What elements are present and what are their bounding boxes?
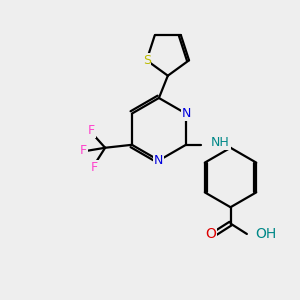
Text: O: O (205, 227, 216, 241)
Text: N: N (181, 107, 190, 120)
Text: F: F (88, 124, 95, 137)
Text: OH: OH (255, 227, 276, 241)
Text: F: F (91, 160, 98, 174)
Text: N: N (154, 154, 164, 167)
Text: F: F (80, 144, 87, 157)
Text: S: S (142, 54, 151, 67)
Text: NH: NH (211, 136, 230, 149)
